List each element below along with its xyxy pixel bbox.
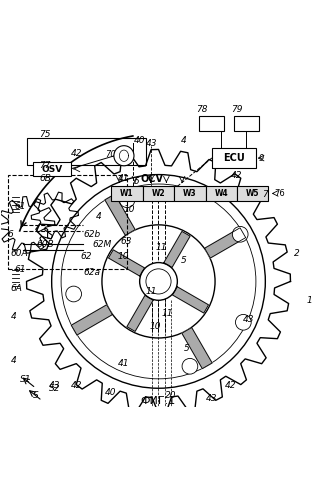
Text: 42: 42 — [224, 382, 236, 390]
Text: 75: 75 — [39, 130, 51, 139]
Text: 4: 4 — [11, 356, 16, 365]
Circle shape — [140, 262, 177, 300]
Polygon shape — [105, 194, 135, 235]
Text: 20: 20 — [165, 390, 176, 400]
Text: 43: 43 — [146, 140, 158, 148]
Text: S: S — [33, 390, 39, 400]
Text: ФИГ.1: ФИГ.1 — [141, 396, 176, 406]
Text: 62: 62 — [80, 252, 91, 262]
Text: 40: 40 — [133, 136, 145, 145]
Text: 43: 43 — [206, 394, 217, 403]
Text: W2: W2 — [152, 189, 165, 198]
Text: W5: W5 — [246, 189, 260, 198]
Text: 60B: 60B — [36, 240, 54, 249]
Text: OSV: OSV — [41, 164, 62, 173]
Text: 79: 79 — [231, 104, 242, 114]
Text: 4: 4 — [11, 312, 16, 321]
Bar — [212, 148, 256, 169]
Polygon shape — [127, 296, 153, 332]
Bar — [33, 162, 70, 176]
Circle shape — [114, 146, 134, 166]
Text: 5: 5 — [133, 177, 139, 186]
Text: 6A: 6A — [11, 284, 23, 293]
Polygon shape — [172, 287, 209, 313]
Text: 62a: 62a — [83, 268, 100, 277]
Text: 60A: 60A — [11, 250, 29, 258]
Text: 9: 9 — [259, 154, 264, 162]
Text: 10: 10 — [124, 206, 135, 214]
Text: 76: 76 — [275, 189, 286, 198]
Polygon shape — [205, 228, 246, 258]
Text: 2: 2 — [294, 250, 299, 258]
Text: 7: 7 — [262, 190, 268, 198]
Text: 78: 78 — [207, 124, 217, 133]
Text: W3: W3 — [183, 189, 197, 198]
Text: S2: S2 — [49, 384, 60, 394]
Bar — [111, 186, 143, 202]
Bar — [237, 186, 268, 202]
Text: 6: 6 — [8, 230, 13, 239]
Text: 11: 11 — [155, 243, 167, 252]
Text: 10: 10 — [149, 322, 161, 330]
Polygon shape — [164, 232, 190, 268]
Text: 63: 63 — [121, 236, 132, 246]
Text: 79: 79 — [241, 124, 252, 133]
Text: 5: 5 — [184, 344, 189, 352]
Text: ECU: ECU — [223, 153, 245, 163]
Text: 11: 11 — [146, 287, 158, 296]
Bar — [143, 186, 174, 202]
Text: 70: 70 — [105, 150, 116, 160]
Circle shape — [119, 192, 135, 208]
Circle shape — [182, 358, 198, 374]
Polygon shape — [71, 305, 112, 335]
Text: S1: S1 — [20, 375, 32, 384]
Text: 43: 43 — [49, 382, 60, 390]
Text: W4: W4 — [215, 189, 228, 198]
Text: 4: 4 — [96, 212, 101, 220]
Text: 77: 77 — [39, 162, 51, 170]
Text: 62M: 62M — [93, 240, 112, 249]
Text: 5: 5 — [180, 256, 186, 264]
Text: 40: 40 — [105, 388, 117, 396]
Bar — [174, 186, 206, 202]
Text: 41: 41 — [118, 360, 129, 368]
Circle shape — [66, 286, 81, 302]
Bar — [234, 116, 259, 130]
Text: 43: 43 — [243, 316, 255, 324]
Text: 42: 42 — [231, 170, 242, 179]
Text: OCV: OCV — [141, 174, 164, 184]
Polygon shape — [108, 250, 145, 276]
Text: 11: 11 — [162, 309, 173, 318]
Text: 6B: 6B — [39, 174, 51, 183]
Text: 61: 61 — [14, 265, 25, 274]
Text: 41: 41 — [118, 174, 129, 183]
Text: 1: 1 — [306, 296, 312, 306]
Bar — [199, 116, 224, 130]
Text: W1: W1 — [120, 189, 134, 198]
Text: 61: 61 — [14, 202, 25, 211]
Bar — [206, 186, 237, 202]
Text: 62b: 62b — [83, 230, 100, 239]
Text: 42: 42 — [70, 382, 82, 390]
Circle shape — [232, 226, 248, 242]
Text: 78: 78 — [196, 104, 208, 114]
Polygon shape — [182, 328, 212, 368]
Circle shape — [236, 314, 251, 330]
Text: 4: 4 — [180, 136, 186, 145]
Text: 10: 10 — [118, 252, 129, 262]
Text: 42: 42 — [70, 148, 82, 158]
Bar — [27, 138, 146, 165]
